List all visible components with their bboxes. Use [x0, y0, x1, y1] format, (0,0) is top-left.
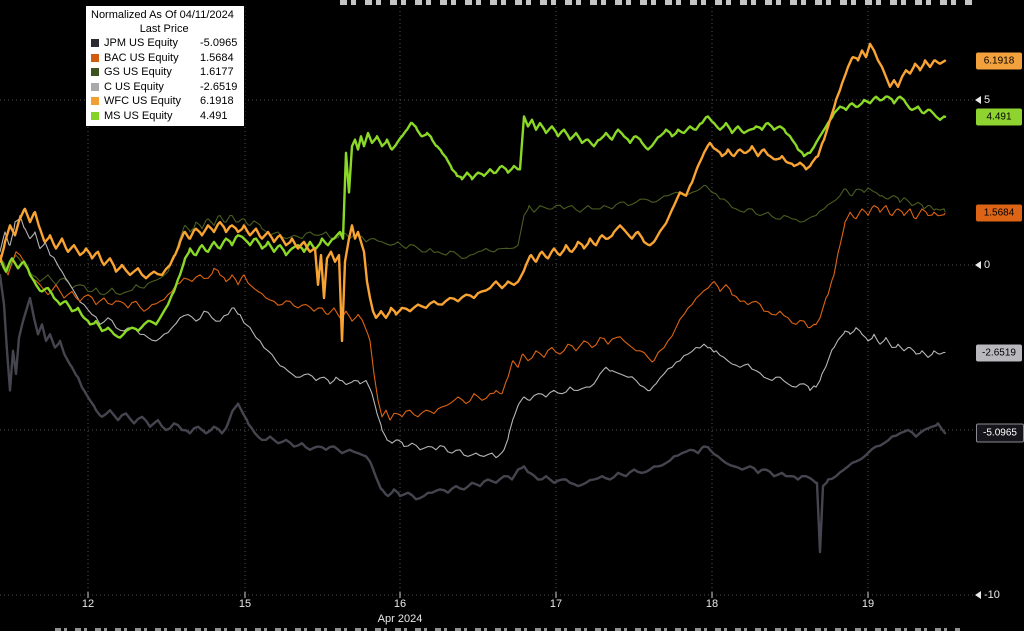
legend-item-wfc[interactable]: WFC US Equity 6.1918	[91, 94, 237, 109]
chart-legend: Normalized As Of 04/11/2024 Last Price J…	[85, 5, 246, 127]
series-color-swatch	[91, 82, 99, 91]
x-tick-label: 16	[393, 598, 407, 610]
x-tick-label: 19	[861, 598, 875, 610]
y-axis-tick: -10	[975, 588, 1000, 602]
legend-item-label: C US Equity	[104, 80, 164, 93]
legend-item-c[interactable]: C US Equity -2.6519	[91, 80, 237, 95]
x-axis-title: Apr 2024	[377, 613, 423, 625]
clipped-footer-text	[55, 628, 960, 631]
legend-item-label: WFC US Equity	[104, 95, 182, 107]
x-tick-label: 12	[81, 598, 95, 610]
legend-item-value: 1.5684	[200, 51, 234, 64]
legend-item-label: BAC US Equity	[104, 51, 179, 64]
legend-item-jpm[interactable]: JPM US Equity -5.0965	[91, 36, 237, 51]
legend-item-value: 6.1918	[200, 95, 234, 107]
legend-item-bac[interactable]: BAC US Equity 1.5684	[91, 51, 237, 66]
last-price-badge: 4.491	[976, 108, 1022, 126]
legend-item-gs[interactable]: GS US Equity 1.6177	[91, 65, 237, 80]
legend-item-label: GS US Equity	[104, 66, 172, 78]
legend-subtitle: Last Price	[139, 23, 189, 35]
last-price-badge: -5.0965	[976, 423, 1024, 443]
y-axis-tick: 0	[975, 258, 990, 272]
legend-item-label: JPM US Equity	[104, 37, 178, 49]
last-price-badge: 1.5684	[976, 204, 1022, 222]
y-axis: 5 0 -10 6.1918 4.491 1.5684 -2.6519 -5.0…	[975, 0, 1024, 631]
y-tick-label: 5	[984, 94, 991, 106]
y-axis-tick: 5	[975, 93, 990, 107]
series-color-swatch	[91, 68, 99, 77]
series-color-swatch	[91, 97, 99, 106]
y-tick-label: 0	[984, 259, 991, 271]
x-tick-label: 17	[549, 598, 563, 610]
last-price-badge: -2.6519	[976, 344, 1022, 361]
legend-item-value: -5.0965	[200, 37, 238, 49]
axis-tick-arrow-icon	[975, 591, 981, 599]
x-tick-label: 15	[238, 598, 252, 610]
series-color-swatch	[91, 39, 99, 48]
series-color-swatch	[91, 53, 99, 62]
legend-item-value: 1.6177	[200, 66, 234, 78]
y-tick-label: -10	[984, 589, 1000, 601]
legend-item-ms[interactable]: MS US Equity 4.491	[91, 109, 237, 124]
x-tick-label: 18	[705, 598, 719, 610]
axis-tick-arrow-icon	[975, 261, 981, 269]
axis-tick-arrow-icon	[975, 96, 981, 104]
legend-item-value: 4.491	[200, 109, 228, 122]
legend-item-label: MS US Equity	[104, 109, 173, 122]
last-price-badge: 6.1918	[976, 52, 1022, 70]
clipped-header-text	[340, 0, 1022, 5]
legend-item-value: -2.6519	[200, 80, 238, 93]
legend-title: Normalized As Of 04/11/2024	[91, 9, 234, 21]
series-color-swatch	[91, 111, 99, 120]
chart-plot[interactable]	[0, 7, 975, 598]
